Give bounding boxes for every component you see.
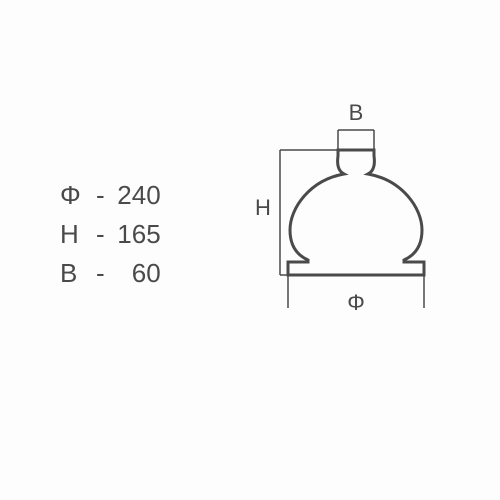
dimension-row-phi: Φ - 240 (60, 180, 161, 211)
label-b-top: B (349, 100, 364, 125)
dim-value-h: 165 (111, 219, 161, 250)
dimension-row-h: H - 165 (60, 219, 161, 250)
dim-label-phi: Φ (60, 180, 90, 211)
technical-diagram: B H Φ (230, 100, 460, 345)
dimension-row-b: B - 60 (60, 258, 161, 289)
dim-dash: - (96, 258, 105, 289)
dim-dash: - (96, 219, 105, 250)
dim-dash: - (96, 180, 105, 211)
shade-profile (288, 150, 424, 275)
dim-label-h: H (60, 219, 90, 250)
dim-value-phi: 240 (111, 180, 161, 211)
dim-label-b: B (60, 258, 90, 289)
label-phi-bottom: Φ (347, 290, 365, 315)
dimensions-list: Φ - 240 H - 165 B - 60 (60, 180, 161, 297)
dim-value-b: 60 (111, 258, 161, 289)
diagram-svg: B H Φ (230, 100, 460, 340)
label-h-left: H (255, 195, 271, 220)
